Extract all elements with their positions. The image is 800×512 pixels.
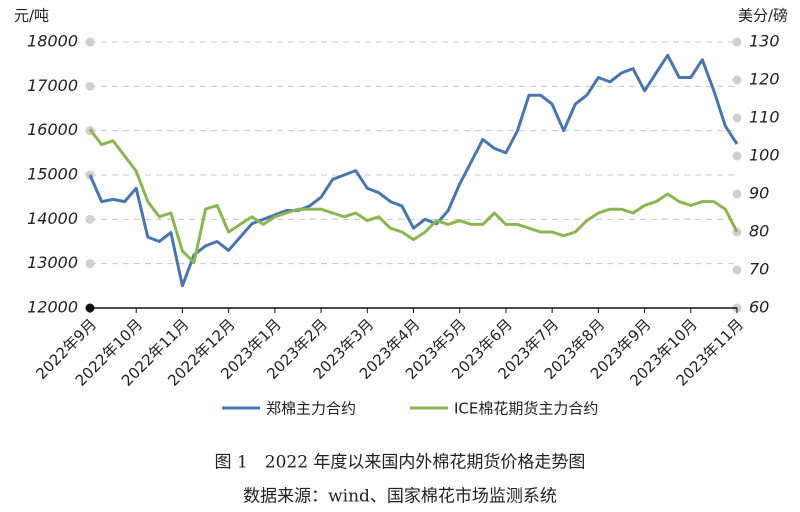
tick-dot (732, 113, 742, 123)
series-line (88, 128, 739, 264)
legend-label: 郑棉主力合约 (266, 400, 356, 418)
tick-dot (732, 189, 742, 199)
y2-tick-label: 70 (749, 260, 769, 279)
y-tick-label: 13000 (27, 253, 78, 272)
legend-label: ICE棉花期货主力合约 (454, 400, 598, 418)
y2-tick-label: 60 (749, 298, 769, 317)
y2-tick-label: 80 (749, 222, 769, 241)
y-tick-label: 15000 (27, 165, 78, 184)
y-tick-label: 14000 (27, 209, 78, 228)
tick-dot (732, 265, 742, 275)
tick-dot (732, 37, 742, 47)
tick-dot (732, 151, 742, 161)
tick-dot (85, 259, 95, 269)
y2-tick-label: 120 (749, 70, 780, 89)
series-line (88, 53, 739, 288)
y2-tick-label: 90 (749, 184, 769, 203)
y-axis-title: 元/吨 (14, 7, 49, 25)
tick-dot (85, 214, 95, 224)
y-tick-label: 18000 (27, 32, 78, 51)
y-tick-label: 16000 (27, 120, 78, 139)
y2-tick-label: 110 (749, 108, 780, 127)
y-tick-label: 17000 (27, 76, 78, 95)
y-tick-label: 12000 (27, 298, 78, 317)
tick-dot (732, 75, 742, 85)
tick-dot (85, 37, 95, 47)
y2-tick-label: 100 (749, 146, 780, 165)
y2-axis-title: 美分/磅 (738, 7, 788, 25)
source-note: 数据来源：wind、国家棉花市场监测系统 (243, 487, 557, 507)
tick-dot (85, 81, 95, 91)
chart-title: 图 1 2022 年度以来国内外棉花期货价格走势图 (215, 453, 586, 473)
y2-tick-label: 130 (749, 32, 780, 51)
